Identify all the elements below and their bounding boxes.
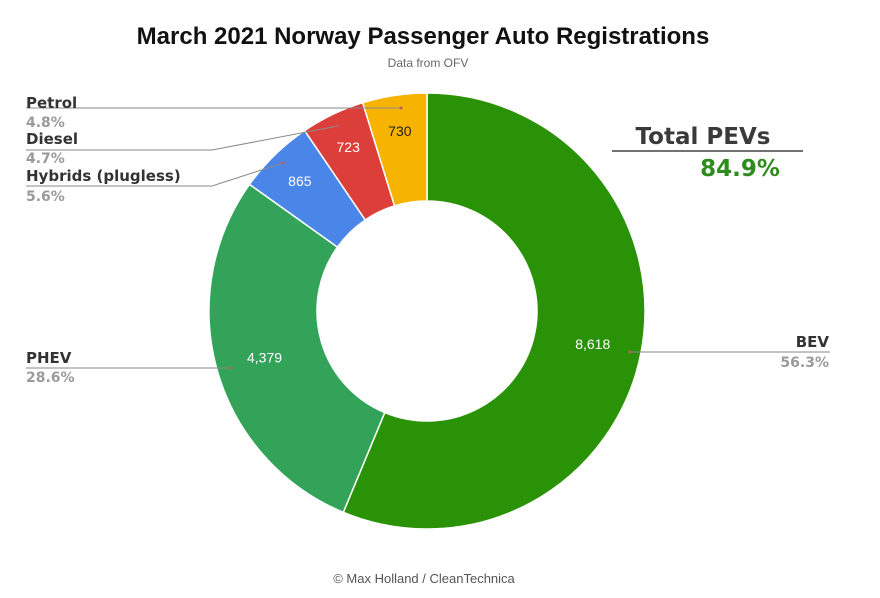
leader-line-diesel [26,125,339,151]
slice-phev [208,183,386,514]
slice-value-hybrids-plugless: 865 [288,173,312,189]
category-label-bev: BEV [796,333,830,351]
total-pevs-value: 84.9% [700,156,780,182]
percent-label-petrol: 4.8% [26,115,65,131]
percent-label-phev: 28.6% [26,370,75,386]
category-label-hybrids-plugless: Hybrids (plugless) [26,167,181,185]
slice-value-bev: 8,618 [575,336,610,352]
leader-dot-bev [628,350,632,354]
category-label-phev: PHEV [26,349,72,367]
slice-value-diesel: 723 [337,139,361,155]
leader-dot-diesel [336,124,340,128]
leader-dot-petrol [399,106,403,110]
category-label-petrol: Petrol [26,94,77,112]
chart-title: March 2021 Norway Passenger Auto Registr… [137,23,710,50]
chart-credit: © Max Holland / CleanTechnica [333,571,515,586]
chart-subtitle: Data from OFV [388,56,469,70]
slice-petrol [361,92,428,207]
percent-label-bev: 56.3% [780,355,829,371]
slice-value-petrol: 730 [388,123,412,139]
leader-line-hybrids-plugless [26,162,284,187]
percent-label-hybrids-plugless: 5.6% [26,189,65,205]
slice-bev [342,92,646,530]
category-label-diesel: Diesel [26,130,78,148]
leader-dot-phev [229,366,233,370]
percent-label-diesel: 4.7% [26,151,65,167]
total-pevs-title: Total PEVs [636,124,771,150]
slice-value-phev: 4,379 [247,349,282,365]
leader-dot-hybrids-plugless [281,161,285,165]
